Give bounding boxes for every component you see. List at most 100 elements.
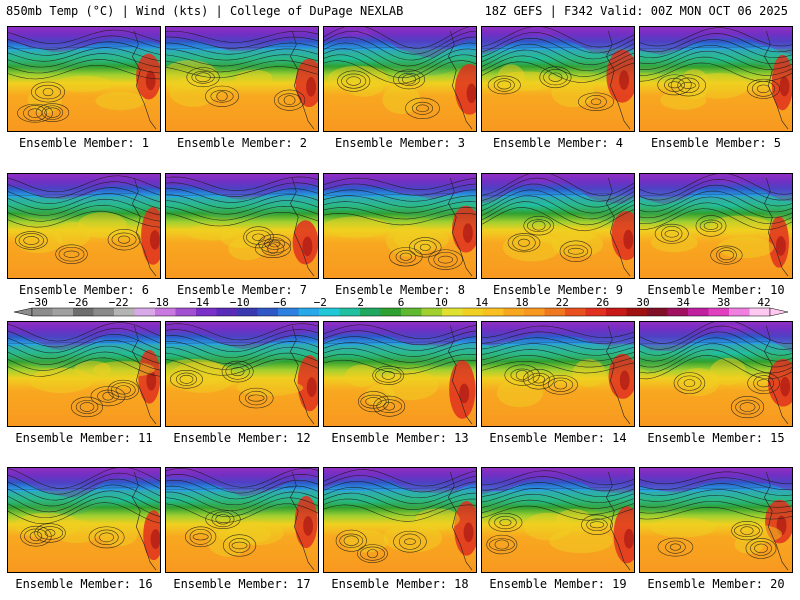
ensemble-member-map — [165, 26, 319, 132]
colorbar-tick-label: −2 — [314, 296, 327, 309]
colorbar-tick-label: −22 — [109, 296, 129, 309]
ensemble-member-label: Ensemble Member: 9 — [492, 283, 624, 297]
ensemble-member-label: Ensemble Member: 3 — [334, 136, 466, 150]
colorbar-swatch — [237, 308, 258, 316]
colorbar-swatch — [462, 308, 484, 316]
ensemble-member-label: Ensemble Member: 10 — [647, 283, 785, 297]
colorbar-swatch — [749, 308, 771, 316]
ensemble-member-map — [639, 26, 793, 132]
ensemble-member-map — [7, 321, 161, 427]
colorbar-swatch — [688, 308, 709, 316]
run-valid-time: 18Z GEFS | F342 Valid: 00Z MON OCT 06 20… — [484, 4, 788, 18]
colorbar-swatch — [606, 308, 627, 316]
colorbar-swatch — [647, 308, 668, 316]
colorbar-swatch — [216, 308, 238, 316]
colorbar-tick-label: 30 — [636, 296, 649, 309]
colorbar-swatch — [319, 308, 340, 316]
colorbar-swatch — [175, 308, 197, 316]
ensemble-member-map — [323, 173, 477, 279]
ensemble-member-label: Ensemble Member: 13 — [331, 431, 469, 445]
ensemble-member-label: Ensemble Member: 20 — [647, 577, 785, 591]
temperature-colorbar: −30 −26 −22 −18 −14 −10 −6 −2 2 6 10 14 18 22 26 30 34 38… — [0, 296, 800, 320]
colorbar-swatch — [278, 308, 299, 316]
colorbar-tick-label: −14 — [189, 296, 209, 309]
colorbar-tick-label: 34 — [677, 296, 691, 309]
colorbar-swatch — [483, 308, 504, 316]
ensemble-member-label: Ensemble Member: 14 — [489, 431, 627, 445]
ensemble-member-map — [323, 321, 477, 427]
ensemble-member-map — [7, 467, 161, 573]
ensemble-member-map — [165, 173, 319, 279]
colorbar-swatch — [155, 308, 176, 316]
ensemble-member-map — [481, 467, 635, 573]
ensemble-member-map — [165, 321, 319, 427]
colorbar-tick-label: 26 — [596, 296, 609, 309]
colorbar-tick-label: −26 — [68, 296, 88, 309]
ensemble-member-label: Ensemble Member: 19 — [489, 577, 627, 591]
colorbar-swatch — [626, 308, 648, 316]
colorbar-swatch — [298, 308, 320, 316]
ensemble-member-label: Ensemble Member: 5 — [650, 136, 782, 150]
colorbar-swatch — [339, 308, 361, 316]
ensemble-member-map — [323, 467, 477, 573]
ensemble-member-label: Ensemble Member: 15 — [647, 431, 785, 445]
colorbar-tick-label: 38 — [717, 296, 730, 309]
ensemble-member-map — [7, 173, 161, 279]
map-title: 850mb Temp (°C) | Wind (kts) | College o… — [6, 4, 404, 18]
colorbar-tick-label: 14 — [475, 296, 489, 309]
colorbar-swatch — [544, 308, 566, 316]
colorbar-tick-label: −18 — [149, 296, 169, 309]
ensemble-member-label: Ensemble Member: 18 — [331, 577, 469, 591]
ensemble-member-map — [7, 26, 161, 132]
colorbar-tick-label: 22 — [556, 296, 569, 309]
ensemble-member-map — [639, 467, 793, 573]
colorbar-swatch — [93, 308, 115, 316]
colorbar-tick-label: −30 — [28, 296, 48, 309]
colorbar-swatch — [52, 308, 74, 316]
ensemble-member-label: Ensemble Member: 2 — [176, 136, 308, 150]
ensemble-member-label: Ensemble Member: 4 — [492, 136, 624, 150]
ensemble-member-label: Ensemble Member: 7 — [176, 283, 308, 297]
colorbar-tick-label: −10 — [230, 296, 250, 309]
colorbar-swatch — [196, 308, 217, 316]
colorbar-tick-label: 2 — [357, 296, 364, 309]
ensemble-member-map — [639, 173, 793, 279]
ensemble-member-label: Ensemble Member: 1 — [18, 136, 150, 150]
ensemble-member-label: Ensemble Member: 16 — [15, 577, 153, 591]
colorbar-swatch — [32, 308, 53, 316]
colorbar-swatch — [503, 308, 525, 316]
colorbar-swatch — [708, 308, 730, 316]
ensemble-member-label: Ensemble Member: 8 — [334, 283, 466, 297]
colorbar-swatch — [401, 308, 422, 316]
ensemble-member-map — [481, 321, 635, 427]
ensemble-member-map — [481, 26, 635, 132]
colorbar-swatch — [442, 308, 463, 316]
colorbar-swatch — [667, 308, 689, 316]
colorbar-left-arrow — [13, 307, 33, 317]
ensemble-member-label: Ensemble Member: 17 — [173, 577, 311, 591]
colorbar-tick-label: 42 — [757, 296, 770, 309]
colorbar-swatch — [585, 308, 607, 316]
colorbar-swatch — [380, 308, 402, 316]
colorbar-tick-label: 6 — [398, 296, 405, 309]
colorbar-tick-label: 10 — [435, 296, 448, 309]
colorbar-swatch — [73, 308, 94, 316]
ensemble-member-map — [323, 26, 477, 132]
colorbar-swatch — [114, 308, 135, 316]
colorbar-swatch — [421, 308, 443, 316]
colorbar-tick-label: −6 — [273, 296, 286, 309]
colorbar-swatch — [524, 308, 545, 316]
ensemble-member-label: Ensemble Member: 6 — [18, 283, 150, 297]
colorbar-swatch — [729, 308, 750, 316]
ensemble-member-map — [165, 467, 319, 573]
ensemble-member-label: Ensemble Member: 12 — [173, 431, 311, 445]
colorbar-swatch — [565, 308, 586, 316]
colorbar-right-arrow — [769, 307, 789, 317]
ensemble-member-map — [481, 173, 635, 279]
colorbar-tick-label: 18 — [515, 296, 528, 309]
colorbar-swatch — [134, 308, 156, 316]
ensemble-member-label: Ensemble Member: 11 — [15, 431, 153, 445]
colorbar-swatch — [360, 308, 381, 316]
colorbar-swatch — [257, 308, 279, 316]
ensemble-member-map — [639, 321, 793, 427]
